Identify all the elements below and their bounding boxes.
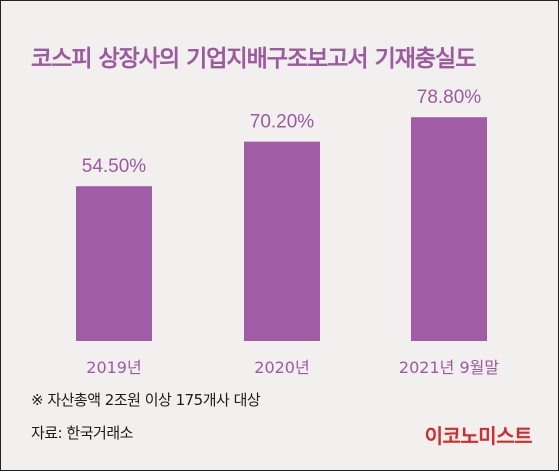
category-label-0: 2019년 [86, 358, 141, 377]
category-label-2: 2021년 9월말 [399, 358, 499, 377]
bar-1 [244, 141, 320, 341]
brand-logo: 이코노미스트 [424, 424, 533, 448]
value-label-2: 78.80% [417, 87, 482, 108]
category-label-1: 2020년 [254, 358, 309, 377]
footnote: ※ 자산총액 2조원 이상 175개사 대상 [31, 391, 261, 409]
bar-0 [76, 186, 152, 341]
value-label-0: 54.50% [82, 156, 147, 177]
bar-2 [411, 117, 487, 341]
chart-title: 코스피 상장사의 기업지배구조보고서 기재충실도 [31, 46, 476, 72]
value-label-1: 70.20% [250, 112, 315, 133]
source-note: 자료: 한국거래소 [31, 424, 133, 442]
